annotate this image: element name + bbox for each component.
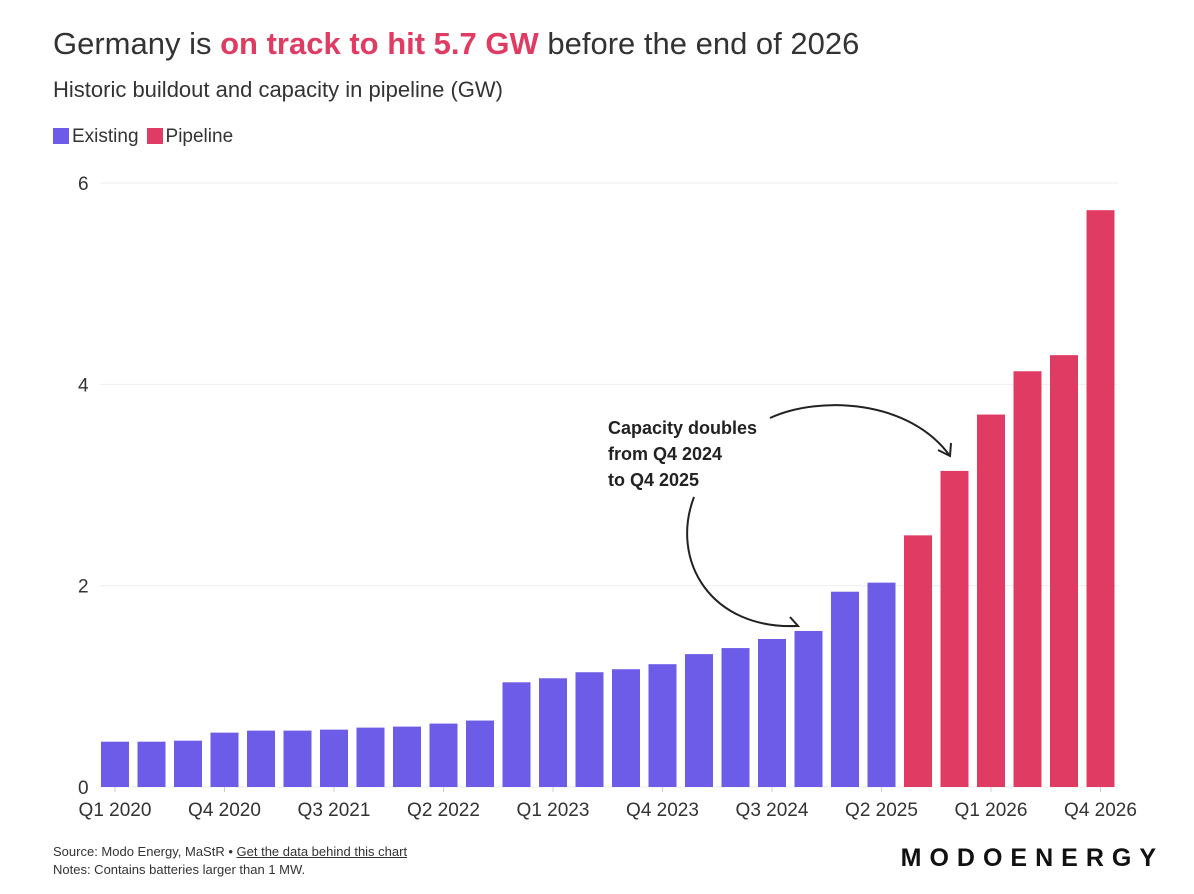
data-link[interactable]: Get the data behind this chart	[236, 844, 408, 859]
legend-swatch	[53, 128, 69, 144]
x-tick-label: Q2 2025	[845, 800, 918, 821]
bar-existing-q2-2022	[429, 723, 458, 787]
footer: Source: Modo Energy, MaStR • Get the dat…	[53, 843, 407, 879]
arrow-to-q4-2025	[769, 404, 951, 457]
bar-existing-q2-2020	[137, 741, 166, 787]
bar-existing-q1-2023	[539, 678, 567, 787]
bar-existing-q4-2020	[210, 732, 239, 787]
arrowhead	[786, 616, 801, 627]
chart-subtitle: Historic buildout and capacity in pipeli…	[53, 77, 503, 102]
annotation-line: to Q4 2025	[608, 470, 699, 490]
x-tick-label: Q4 2023	[626, 800, 699, 821]
x-tick-label: Q3 2021	[298, 800, 371, 821]
arrow-to-q4-2024	[686, 496, 799, 628]
y-tick-label: 4	[78, 375, 89, 396]
annotation-arrows	[686, 404, 952, 628]
bar-existing-q1-2025	[831, 591, 859, 787]
bar-pipeline-q1-2026	[977, 414, 1005, 787]
x-tick-label: Q4 2026	[1064, 800, 1137, 821]
legend-item-existing: Existing	[53, 126, 139, 148]
title-highlight: on track to hit 5.7 GW	[220, 26, 539, 61]
bar-existing-q4-2021	[356, 727, 385, 787]
bar-existing-q2-2023	[575, 672, 604, 787]
bar-existing-q3-2021	[320, 729, 348, 787]
arrowhead	[937, 442, 952, 458]
annotation-line: from Q4 2024	[608, 444, 722, 464]
title-text-end: before the end of 2026	[538, 26, 860, 61]
annotation-line: Capacity doubles	[608, 418, 757, 438]
bar-existing-q1-2022	[393, 726, 421, 787]
bar-existing-q4-2023	[648, 664, 677, 787]
bar-pipeline-q4-2025	[940, 470, 969, 787]
bar-pipeline-q3-2025	[904, 535, 932, 787]
x-tick-label: Q3 2024	[736, 800, 809, 821]
title-text: Germany is	[53, 26, 221, 61]
legend-label: Existing	[72, 126, 139, 147]
annotation: Capacity doubles from Q4 2024 to Q4 2025	[608, 418, 757, 490]
x-tick-label: Q2 2022	[407, 800, 480, 821]
bar-pipeline-q4-2026	[1086, 210, 1115, 787]
bar-existing-q3-2023	[612, 669, 640, 787]
bar-existing-q4-2024	[794, 630, 823, 787]
legend-label: Pipeline	[165, 126, 234, 147]
bar-existing-q1-2020	[101, 741, 129, 787]
y-tick-label: 6	[78, 174, 89, 195]
notes-text: Notes: Contains batteries larger than 1 …	[53, 862, 306, 877]
bar-existing-q3-2022	[466, 720, 494, 787]
bar-existing-q3-2024	[758, 639, 786, 787]
y-tick-label: 0	[78, 778, 89, 799]
chart-title: Germany is on track to hit 5.7 GW before…	[53, 26, 859, 62]
x-tick-label: Q1 2023	[517, 800, 590, 821]
legend-swatch	[146, 128, 163, 144]
y-tick-label: 2	[78, 577, 89, 598]
bar-existing-q3-2020	[174, 740, 202, 787]
modo-energy-logo: MODOENERGY	[900, 844, 1164, 872]
bar-pipeline-q2-2026	[1013, 371, 1042, 787]
x-tick-label: Q1 2026	[955, 800, 1028, 821]
bar-existing-q2-2025	[867, 582, 896, 787]
bar-pipeline-q3-2026	[1050, 355, 1078, 787]
x-tick-label: Q4 2020	[188, 800, 261, 821]
legend-item-pipeline: Pipeline	[146, 126, 234, 148]
legend: Existing Pipeline	[53, 126, 233, 148]
bar-existing-q2-2021	[283, 730, 312, 787]
bar-existing-q4-2022	[502, 682, 531, 787]
bar-existing-q2-2024	[721, 648, 750, 787]
x-tick-label: Q1 2020	[79, 800, 152, 821]
bar-existing-q1-2021	[247, 730, 275, 787]
bar-existing-q1-2024	[685, 654, 713, 787]
source-text: Source: Modo Energy, MaStR •	[53, 844, 233, 859]
